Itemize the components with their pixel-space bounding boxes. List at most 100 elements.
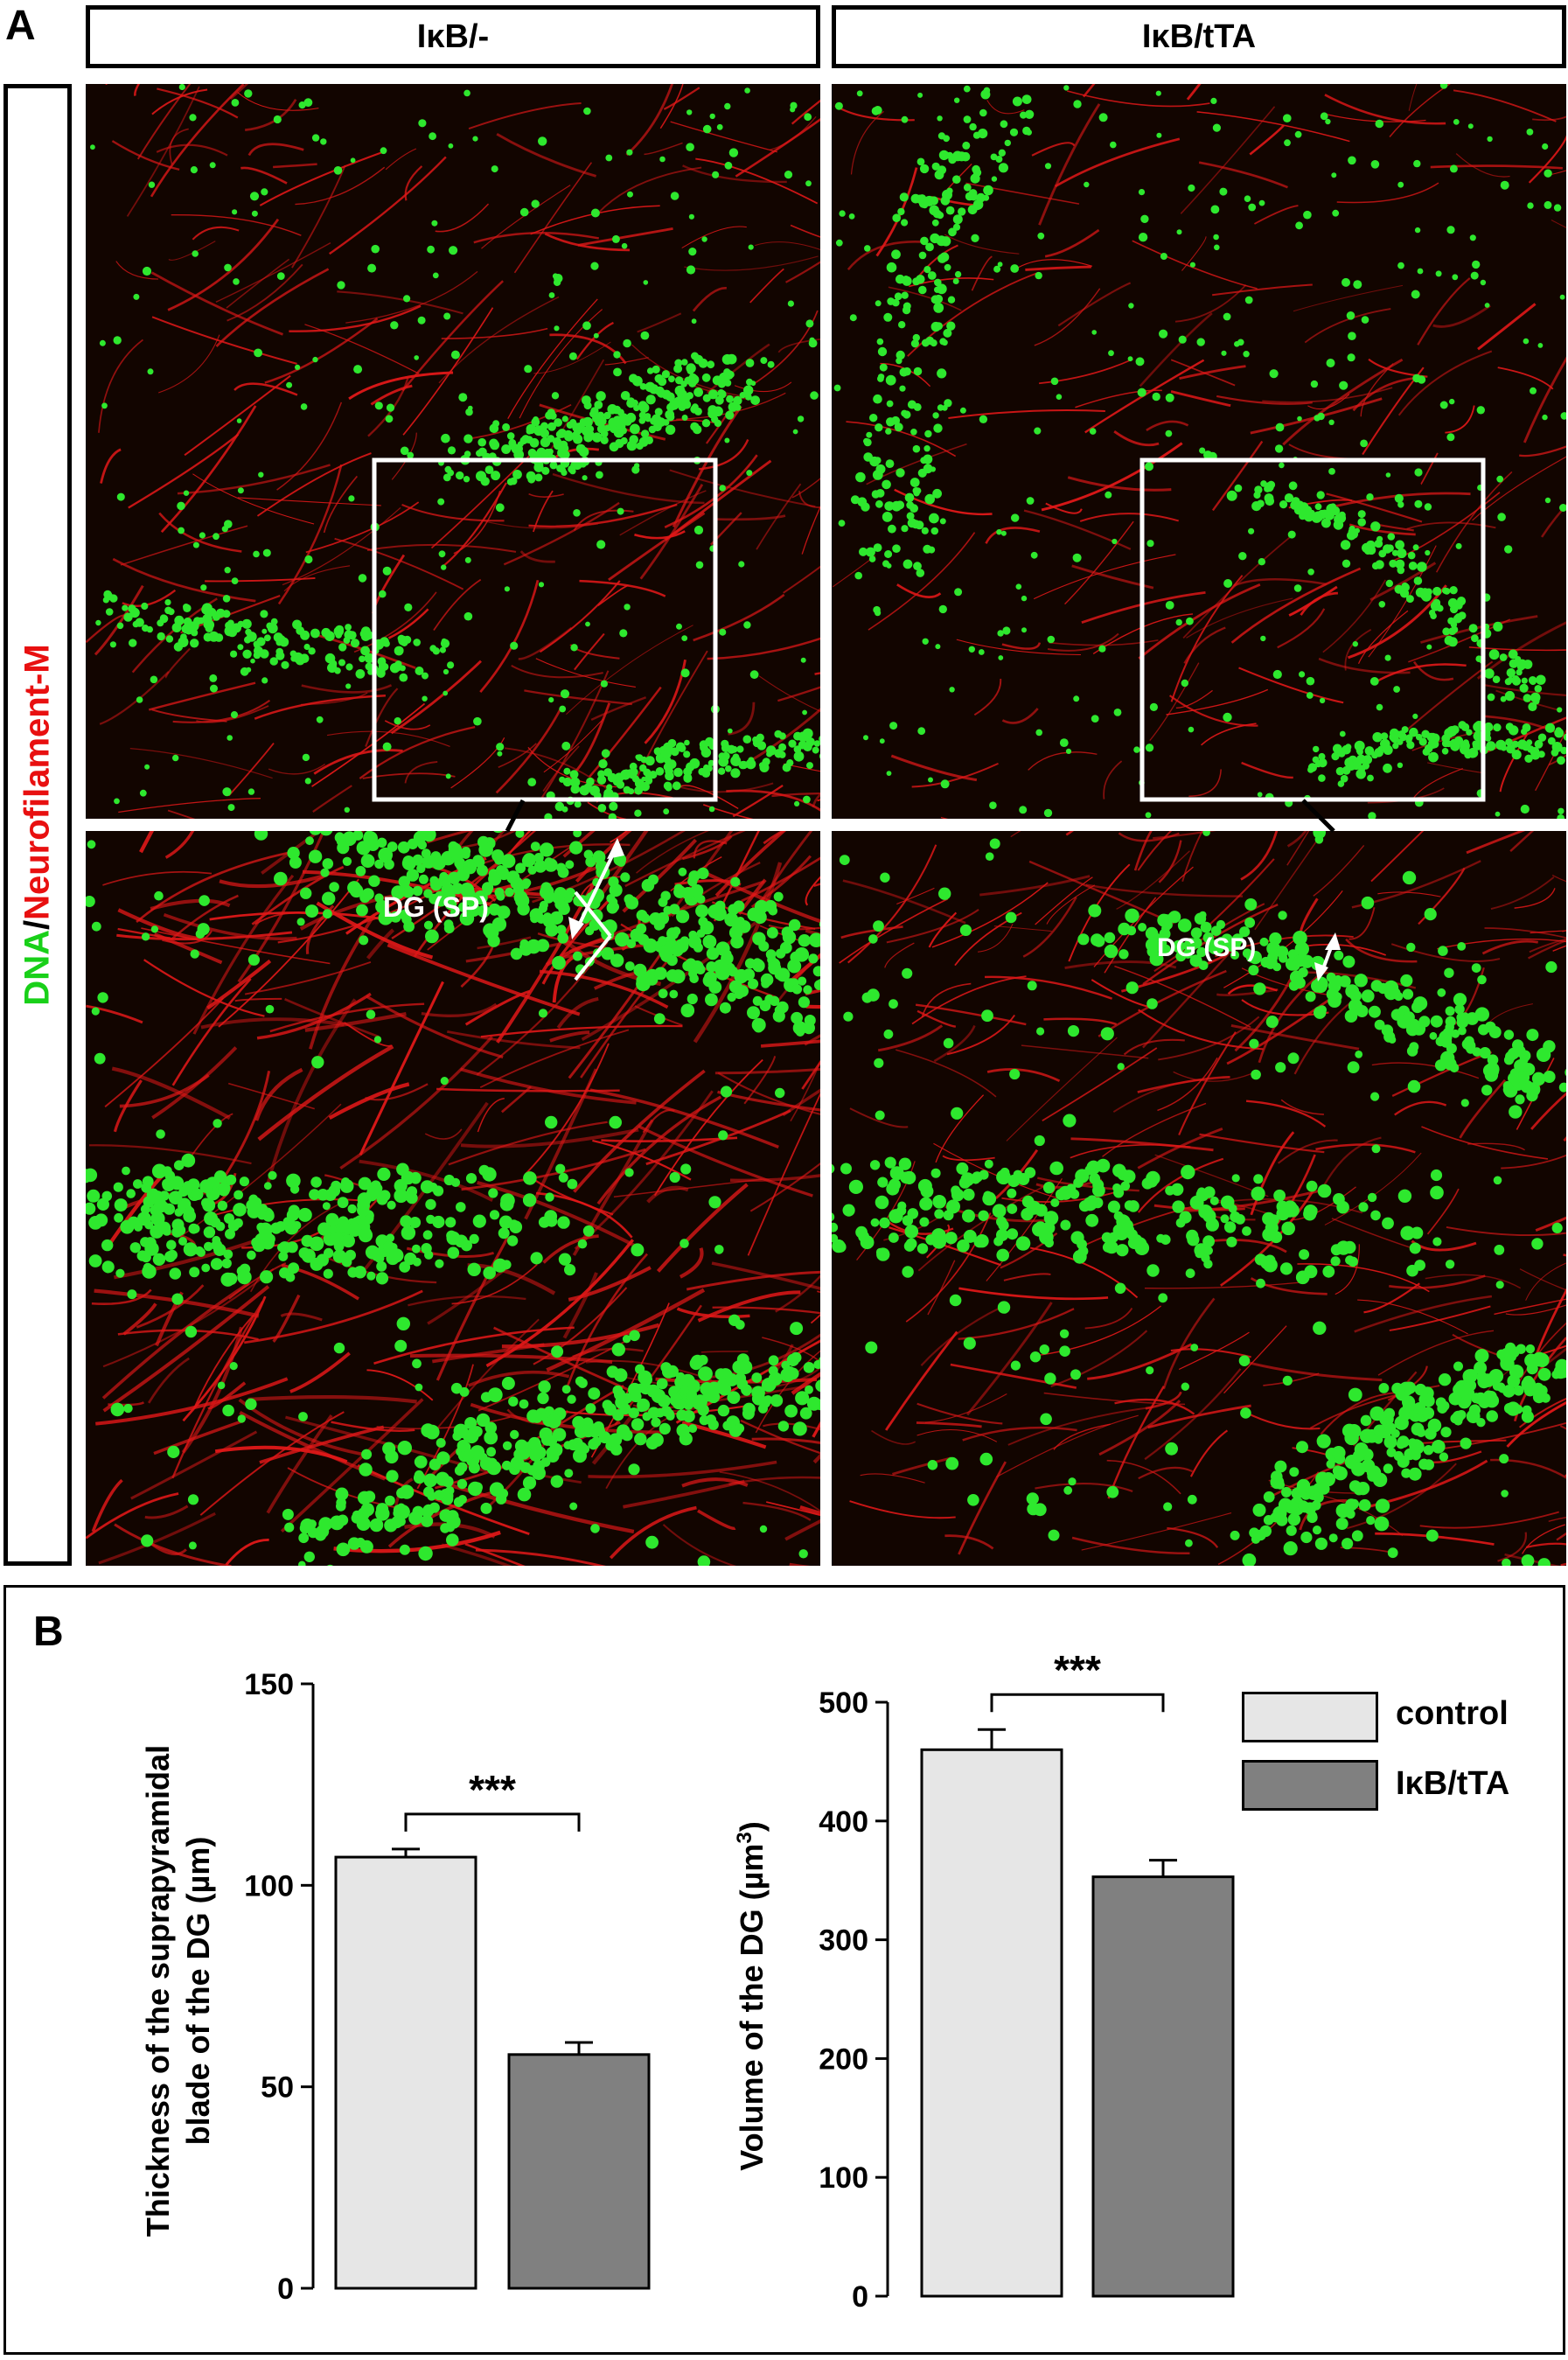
- fiber: [324, 1174, 363, 1188]
- fiber: [1258, 968, 1328, 1064]
- nucleus: [333, 1240, 345, 1252]
- nucleus: [553, 278, 561, 286]
- nucleus: [1210, 97, 1217, 104]
- nucleus: [101, 1260, 115, 1274]
- nucleus: [418, 874, 429, 884]
- fiber: [359, 981, 444, 1156]
- nucleus: [925, 242, 934, 252]
- fiber: [1167, 1526, 1219, 1548]
- nucleus: [613, 351, 621, 359]
- nucleus: [347, 1204, 357, 1214]
- nucleus: [1034, 1135, 1045, 1147]
- fiber: [542, 1234, 599, 1264]
- nucleus: [996, 1248, 1009, 1262]
- nucleus: [136, 696, 143, 703]
- nucleus: [483, 1266, 496, 1280]
- nucleus: [1397, 181, 1404, 188]
- nucleus: [728, 904, 740, 916]
- nucleus: [1383, 1463, 1393, 1474]
- nucleus: [1412, 713, 1418, 720]
- fiber: [1304, 308, 1391, 344]
- fiber: [714, 1067, 820, 1075]
- fiber: [160, 405, 257, 534]
- fiber: [624, 831, 746, 888]
- nucleus: [616, 780, 625, 789]
- fiber: [1336, 182, 1439, 204]
- nucleus: [688, 213, 695, 220]
- nucleus: [1004, 139, 1011, 147]
- nucleus: [686, 1389, 697, 1400]
- nucleus: [448, 871, 461, 884]
- nucleus: [445, 1486, 455, 1496]
- nucleus: [897, 207, 905, 216]
- nucleus: [1500, 180, 1509, 190]
- nucleus: [565, 860, 575, 869]
- nucleus: [937, 368, 947, 379]
- nucleus: [109, 594, 118, 603]
- nucleus: [728, 925, 743, 939]
- nucleus: [913, 367, 923, 376]
- nucleus: [490, 440, 500, 450]
- nucleus: [1021, 94, 1032, 104]
- nucleus: [404, 603, 413, 612]
- fiber: [1113, 430, 1160, 447]
- nucleus: [1253, 491, 1261, 499]
- fiber: [1481, 683, 1566, 697]
- nucleus: [1560, 746, 1566, 755]
- nucleus: [164, 599, 171, 606]
- nucleus: [1011, 513, 1020, 522]
- fiber: [1523, 356, 1566, 443]
- nucleus: [944, 399, 952, 408]
- nucleus: [698, 917, 708, 927]
- nucleus: [832, 1163, 835, 1174]
- nucleus: [892, 544, 901, 553]
- nucleus: [634, 786, 643, 795]
- fiber: [1262, 387, 1393, 403]
- bar-ikb-tta: [1091, 1875, 1235, 2298]
- micrograph-ikb-tta-zoom: DG (SP): [832, 831, 1566, 1566]
- nucleus: [1015, 1236, 1031, 1251]
- fiber: [1504, 1553, 1561, 1566]
- nucleus: [1339, 381, 1348, 390]
- fiber: [890, 754, 978, 782]
- nucleus: [1196, 1187, 1207, 1197]
- nucleus: [396, 1517, 406, 1526]
- nucleus: [443, 923, 455, 934]
- fiber: [1182, 535, 1292, 639]
- nucleus: [506, 432, 515, 440]
- nucleus: [956, 1162, 969, 1175]
- nucleus: [229, 1362, 238, 1371]
- fiber: [256, 992, 372, 1040]
- nucleus: [1110, 141, 1117, 149]
- nucleus: [348, 495, 355, 502]
- nucleus: [509, 1219, 519, 1230]
- nucleus: [1240, 1407, 1251, 1419]
- dg-sp-annotation: DG (SP): [383, 891, 489, 923]
- nucleus: [1506, 1401, 1521, 1416]
- nucleus: [282, 1508, 294, 1520]
- nucleus: [889, 722, 898, 730]
- nucleus: [626, 939, 637, 949]
- nucleus: [561, 443, 569, 453]
- fiber: [205, 577, 316, 583]
- fiber: [693, 593, 785, 642]
- nucleus: [1316, 1434, 1331, 1449]
- nucleus: [303, 98, 313, 108]
- nucleus: [133, 1179, 143, 1189]
- nucleus: [199, 895, 210, 906]
- nucleus: [927, 271, 937, 280]
- nucleus: [413, 639, 422, 646]
- nucleus: [256, 1222, 266, 1232]
- fiber: [1530, 1092, 1566, 1130]
- nucleus: [1042, 1182, 1056, 1194]
- nucleus: [557, 867, 569, 878]
- nucleus: [116, 622, 124, 630]
- nucleus: [1348, 156, 1356, 165]
- fiber: [345, 270, 478, 324]
- nucleus: [673, 883, 684, 893]
- fiber: [619, 490, 707, 536]
- nucleus: [782, 930, 797, 945]
- nucleus: [1216, 936, 1227, 946]
- nucleus: [459, 883, 475, 897]
- nucleus: [848, 1179, 863, 1194]
